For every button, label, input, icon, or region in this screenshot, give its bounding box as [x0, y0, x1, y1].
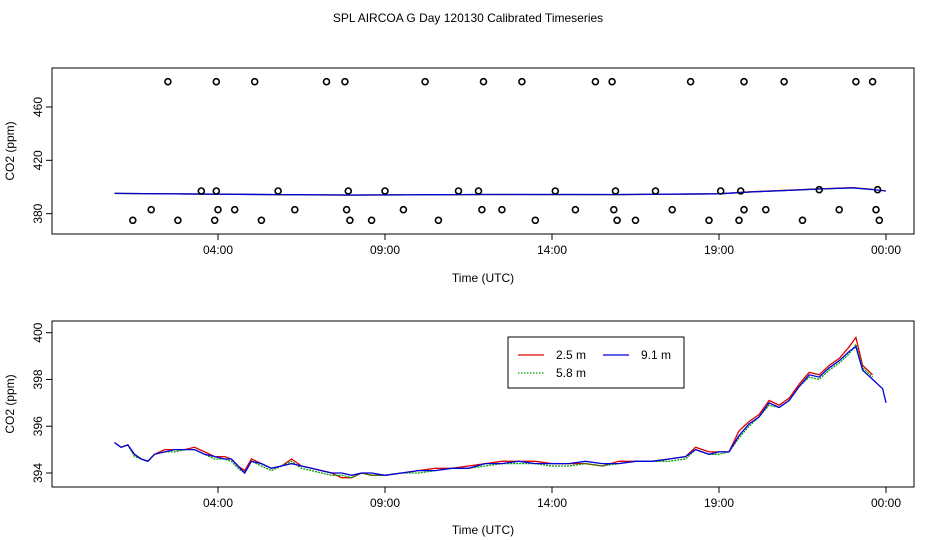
calibration-marker	[571, 205, 580, 214]
calibration-marker	[780, 77, 788, 86]
calibration-marker	[212, 187, 221, 195]
calibration-marker	[798, 216, 807, 225]
top-x-tick-label: 00:00	[871, 243, 901, 257]
calibration-marker	[705, 216, 713, 225]
top-series-lines	[114, 187, 887, 196]
top-calibration-markers	[129, 77, 884, 225]
calibration-marker	[613, 216, 621, 225]
bottom-y-tick-label: 396	[31, 416, 45, 436]
calibration-marker	[551, 187, 560, 195]
bottom-x-tick-label: 09:00	[370, 496, 400, 510]
legend-box	[507, 336, 685, 389]
calibration-marker	[399, 205, 408, 214]
top-x-tick-label: 04:00	[203, 243, 233, 257]
calibration-marker	[274, 187, 282, 195]
calibration-marker	[872, 205, 880, 214]
calibration-marker	[474, 187, 483, 195]
bottom-x-tick-label: 14:00	[537, 496, 567, 510]
bottom-series-9-1-mline	[114, 345, 887, 476]
bottom-x-tick-label: 00:00	[871, 496, 901, 510]
calibration-marker	[761, 205, 770, 214]
bottom-x-tick-label: 04:00	[203, 496, 233, 510]
calibration-marker	[668, 205, 677, 214]
top-y-tick-label: 460	[31, 97, 45, 117]
calibration-marker	[212, 77, 221, 86]
calibration-marker	[341, 77, 349, 86]
bottom-y-tick-label: 394	[31, 463, 45, 483]
calibration-marker	[591, 77, 600, 86]
bottom-series-lines	[114, 335, 887, 479]
calibration-marker	[342, 205, 351, 214]
bottom-axes: 04:00 09:00 14:00 19:00 00:00 394 396 398 400	[31, 322, 901, 510]
legend-label-2-5m: 2.5 m	[556, 348, 586, 362]
calibration-marker	[434, 216, 443, 225]
calibration-marker	[147, 205, 155, 214]
calibration-marker	[381, 187, 389, 195]
calibration-marker	[716, 187, 725, 195]
calibration-marker	[257, 216, 266, 225]
legend-label-5-8m: 5.8 m	[556, 366, 586, 380]
calibration-marker	[344, 187, 353, 195]
calibration-marker	[608, 77, 616, 86]
calibration-marker	[518, 77, 526, 86]
top-y-tick-label: 420	[31, 150, 45, 170]
calibration-marker	[250, 77, 259, 86]
bottom-y-tick-label: 398	[31, 369, 45, 389]
calibration-marker	[686, 77, 695, 86]
top-axes: 04:00 09:00 14:00 19:00 00:00 380 420 460	[31, 97, 901, 257]
top-panel: 04:00 09:00 14:00 19:00 00:00 380 420 460 Time …	[3, 67, 915, 285]
figure-title: SPL AIRCOA G Day 120130 Calibrated Times…	[333, 11, 603, 25]
calibration-marker	[421, 77, 429, 86]
calibration-marker	[875, 216, 884, 225]
calibration-marker	[835, 205, 844, 214]
top-x-tick-label: 09:00	[370, 243, 400, 257]
calibration-marker	[290, 205, 299, 214]
calibration-marker	[367, 216, 376, 225]
top-y-axis-label: CO2 (ppm)	[3, 121, 17, 180]
calibration-marker	[873, 185, 882, 194]
calibration-marker	[651, 187, 660, 195]
top-plot-frame	[51, 67, 915, 235]
calibration-marker	[611, 187, 620, 195]
calibration-marker	[164, 77, 172, 86]
calibration-marker	[197, 187, 206, 195]
calibration-marker	[214, 205, 222, 214]
calibration-marker	[129, 216, 137, 225]
calibration-marker	[740, 77, 748, 86]
calibration-marker	[735, 216, 743, 225]
calibration-marker	[479, 77, 488, 86]
calibration-marker	[531, 216, 540, 225]
calibration-marker	[815, 185, 824, 194]
calibration-marker	[174, 216, 182, 225]
legend-label-9-1m: 9.1 m	[641, 348, 671, 362]
top-x-tick-label: 14:00	[537, 243, 567, 257]
calibration-marker	[736, 187, 745, 195]
bottom-series-2-5-mline	[114, 335, 874, 479]
bottom-y-axis-label: CO2 (ppm)	[3, 374, 17, 433]
bottom-x-tick-label: 19:00	[704, 496, 734, 510]
calibration-marker	[609, 205, 618, 214]
top-series-9-1-mline	[114, 187, 887, 196]
top-x-tick-label: 19:00	[704, 243, 734, 257]
bottom-x-axis-label: Time (UTC)	[452, 523, 514, 537]
calibration-marker	[852, 77, 860, 86]
calibration-marker	[322, 77, 331, 86]
calibration-marker	[454, 187, 463, 195]
bottom-panel: 04:00 09:00 14:00 19:00 00:00 394 396 398 400 Ti…	[3, 320, 915, 537]
legend: 2.5 m 9.1 m 5.8 m	[507, 336, 685, 389]
top-x-axis-label: Time (UTC)	[452, 271, 514, 285]
calibration-marker	[478, 205, 486, 214]
calibration-marker	[346, 216, 354, 225]
calibration-marker	[210, 216, 219, 225]
calibration-marker	[631, 216, 640, 225]
calibration-marker	[868, 77, 877, 86]
bottom-plot-frame	[51, 320, 915, 488]
calibration-marker	[740, 205, 748, 214]
top-y-tick-label: 380	[31, 203, 45, 223]
calibration-marker	[230, 205, 239, 214]
calibration-marker	[498, 205, 506, 214]
bottom-y-tick-label: 400	[31, 322, 45, 342]
